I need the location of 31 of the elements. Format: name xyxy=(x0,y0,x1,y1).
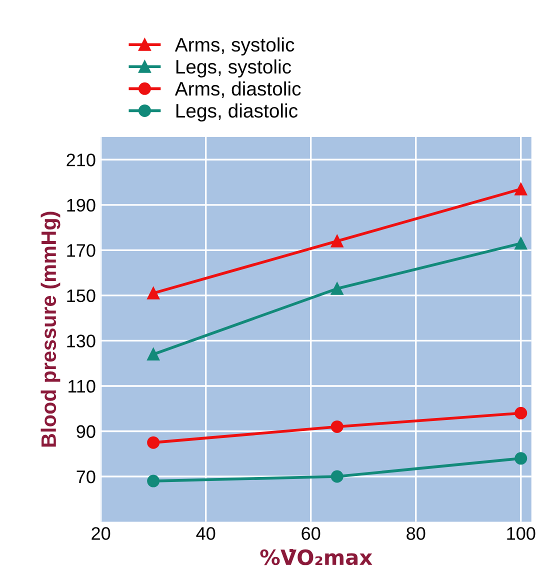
y-tick-label: 210 xyxy=(66,154,96,166)
y-tick-label: 90 xyxy=(76,425,96,438)
y-tick-label: 190 xyxy=(67,198,96,212)
point xyxy=(330,234,344,248)
y-tick-label: 110 xyxy=(68,380,96,393)
x-axis-title: %V̇O₂max xyxy=(260,549,372,566)
point xyxy=(514,406,528,420)
legend-label: Arms, systolic xyxy=(174,37,294,56)
y-tick-label: 150 xyxy=(67,289,96,302)
x-tick-label: 80 xyxy=(406,527,426,540)
point xyxy=(330,282,344,295)
x-tick-label: 40 xyxy=(196,527,216,540)
point xyxy=(514,237,528,250)
x-tick-label: 60 xyxy=(302,527,320,540)
y-tick-label: 130 xyxy=(67,334,96,348)
point xyxy=(147,436,160,449)
y-tick-label: 170 xyxy=(67,244,96,257)
point xyxy=(147,286,160,300)
legend-label: Legs, diastolic xyxy=(176,103,298,122)
point xyxy=(330,470,344,483)
legend-label: Arms, diastolic xyxy=(174,81,301,98)
y-axis-title: Blood pressure (mmHg) xyxy=(40,212,60,447)
legend-label: Legs, systolic xyxy=(176,59,292,78)
point xyxy=(514,452,528,465)
x-tick-label: 20 xyxy=(92,527,110,540)
y-tick-label: 70 xyxy=(76,470,96,484)
point xyxy=(147,348,160,361)
point xyxy=(147,474,160,488)
point xyxy=(330,420,344,433)
point xyxy=(514,182,528,196)
x-tick-label: 100 xyxy=(507,527,536,540)
